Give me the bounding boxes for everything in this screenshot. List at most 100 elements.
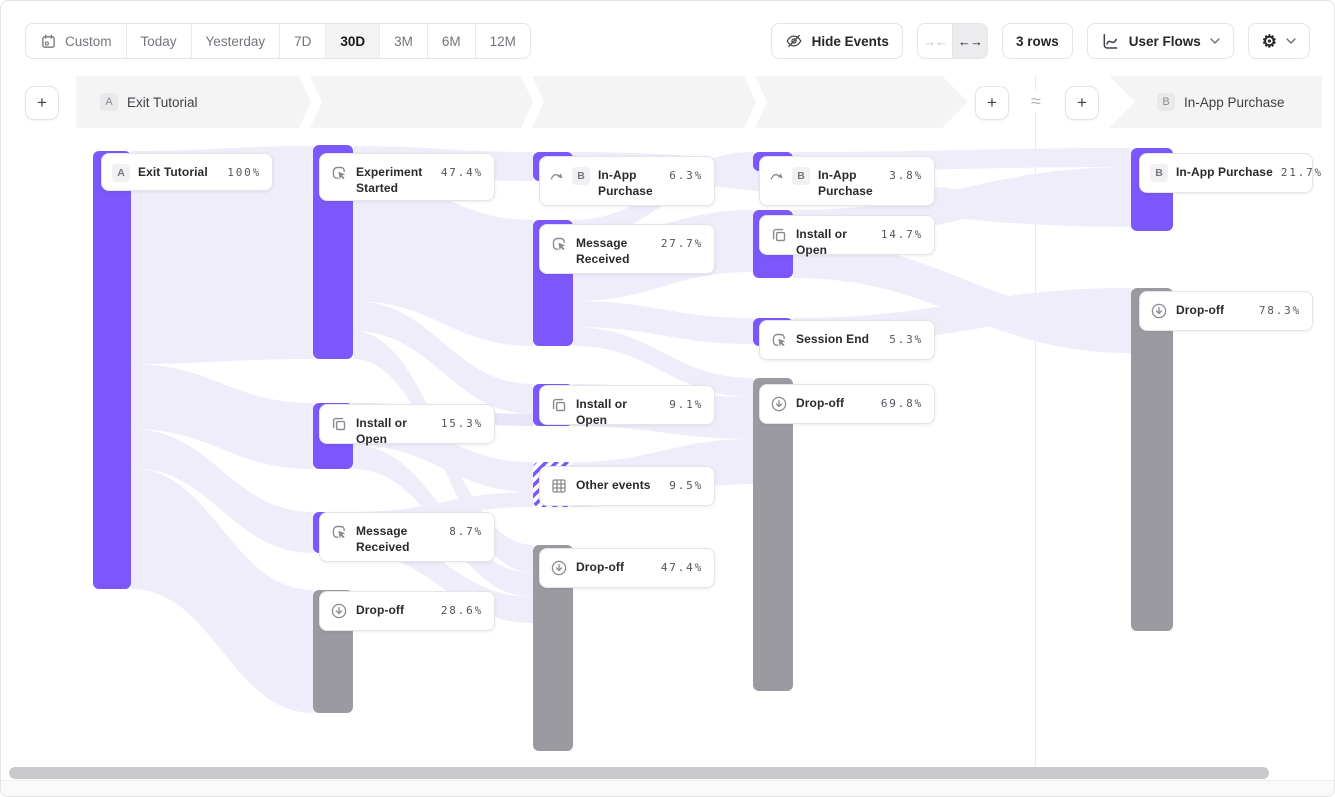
flow-node-value: 9.1% bbox=[669, 398, 703, 411]
flow-node-label: Install or Open bbox=[796, 227, 848, 258]
date-range-label: 6M bbox=[441, 33, 461, 49]
copy-icon bbox=[770, 226, 788, 244]
date-range-label: Today bbox=[140, 33, 177, 49]
flow-node-in-app-purchase[interactable]: B In-App Purchase 3.8% bbox=[759, 156, 935, 206]
date-range-today[interactable]: Today bbox=[127, 24, 192, 58]
click-event-icon bbox=[770, 331, 788, 349]
step-badge: A bbox=[112, 164, 130, 182]
grid-icon bbox=[550, 477, 568, 495]
flow-node-in-app-purchase-b[interactable]: B In-App Purchase 21.7% bbox=[1139, 153, 1321, 193]
banner-chevron-separator bbox=[299, 76, 323, 128]
flow-node-experiment-started[interactable]: Experiment Started 47.4% bbox=[319, 153, 495, 201]
flow-node-exit-tutorial[interactable]: A Exit Tutorial 100% bbox=[101, 153, 273, 191]
date-range-7d[interactable]: 7D bbox=[280, 24, 327, 58]
banner-chevron-separator bbox=[744, 76, 768, 128]
goal-arrow-icon bbox=[770, 169, 784, 183]
date-range-yesterday[interactable]: Yesterday bbox=[192, 24, 281, 58]
flow-node-label: Session End bbox=[796, 332, 870, 346]
copy-icon bbox=[550, 396, 568, 414]
hide-events-button[interactable]: Hide Events bbox=[770, 23, 903, 59]
step-banner-a[interactable]: A Exit Tutorial bbox=[76, 76, 968, 128]
flow-node-message-received[interactable]: Message Received 27.7% bbox=[539, 224, 715, 274]
flow-node-label: Drop-off bbox=[796, 396, 845, 410]
flow-node-value: 47.4% bbox=[440, 166, 483, 179]
drop-off-icon bbox=[330, 602, 348, 620]
panel-divider bbox=[1035, 76, 1036, 766]
flow-node-drop-off[interactable]: Drop-off 47.4% bbox=[539, 548, 715, 588]
flow-node-value: 6.3% bbox=[669, 169, 703, 182]
flow-node-value: 100% bbox=[227, 166, 261, 179]
flow-node-value: 78.3% bbox=[1258, 304, 1301, 317]
flow-node-drop-off[interactable]: Drop-off 28.6% bbox=[319, 591, 495, 631]
view-selector[interactable]: User Flows bbox=[1086, 23, 1234, 59]
date-range-label: 3M bbox=[394, 33, 413, 49]
flow-bar-drop-off[interactable] bbox=[753, 378, 793, 691]
flow-node-label: Install or Open bbox=[576, 397, 628, 428]
date-range-6m[interactable]: 6M bbox=[428, 24, 476, 58]
step-banner-b-label: In-App Purchase bbox=[1184, 94, 1285, 110]
add-step-button-left[interactable]: + bbox=[25, 86, 59, 120]
flow-node-value: 21.7% bbox=[1280, 166, 1323, 179]
flow-node-label: In-App Purchase bbox=[1176, 165, 1273, 179]
flow-node-label: Drop-off bbox=[576, 560, 625, 574]
flow-node-label: Exit Tutorial bbox=[138, 165, 208, 179]
goal-arrow-icon bbox=[550, 169, 564, 183]
flow-node-in-app-purchase[interactable]: B In-App Purchase 6.3% bbox=[539, 156, 715, 206]
flow-node-value: 8.7% bbox=[449, 525, 483, 538]
flow-node-message-received[interactable]: Message Received 8.7% bbox=[319, 512, 495, 562]
flow-node-value: 3.8% bbox=[889, 169, 923, 182]
expand-columns-button[interactable]: ←→ bbox=[951, 24, 987, 58]
chevron-down-icon bbox=[1210, 38, 1220, 44]
flow-node-label: Drop-off bbox=[356, 603, 405, 617]
flow-node-label: In-App Purchase bbox=[818, 168, 873, 199]
flow-node-session-end[interactable]: Session End 5.3% bbox=[759, 320, 935, 360]
date-range-3m[interactable]: 3M bbox=[380, 24, 428, 58]
date-range-30d[interactable]: 30D bbox=[326, 24, 381, 58]
plus-icon: + bbox=[37, 93, 47, 112]
flow-bar-drop-off-b[interactable] bbox=[1131, 288, 1173, 631]
flow-node-other-events[interactable]: Other events 9.5% bbox=[539, 466, 715, 506]
horizontal-scrollbar[interactable] bbox=[9, 767, 1269, 779]
rows-button[interactable]: 3 rows bbox=[1001, 23, 1073, 59]
flow-node-value: 15.3% bbox=[440, 417, 483, 430]
date-range-custom[interactable]: Custom bbox=[26, 24, 127, 58]
toolbar-right: Hide Events →← ←→ 3 rows User Flows ⚙ bbox=[770, 23, 1310, 59]
date-range-label: 12M bbox=[489, 33, 516, 49]
flow-bar-exit-tutorial[interactable] bbox=[93, 151, 131, 589]
add-step-button-mid[interactable]: + bbox=[975, 86, 1009, 120]
chevron-down-icon bbox=[1286, 38, 1296, 44]
drop-off-icon bbox=[550, 559, 568, 577]
eye-off-icon bbox=[785, 32, 803, 50]
flow-node-value: 5.3% bbox=[889, 333, 923, 346]
view-label: User Flows bbox=[1128, 33, 1201, 49]
flow-node-value: 47.4% bbox=[660, 561, 703, 574]
flow-node-drop-off[interactable]: Drop-off 69.8% bbox=[759, 384, 935, 424]
step-badge: B bbox=[572, 167, 590, 185]
flow-node-install-or-open[interactable]: Install or Open 15.3% bbox=[319, 404, 495, 446]
flow-node-value: 69.8% bbox=[880, 397, 923, 410]
flow-node-install-or-open[interactable]: Install or Open 9.1% bbox=[539, 385, 715, 428]
flow-node-drop-off-b[interactable]: Drop-off 78.3% bbox=[1139, 291, 1313, 331]
flow-node-install-or-open[interactable]: Install or Open 14.7% bbox=[759, 215, 935, 258]
flow-node-label: In-App Purchase bbox=[598, 168, 653, 199]
rows-label: 3 rows bbox=[1015, 33, 1059, 49]
hide-events-label: Hide Events bbox=[811, 33, 889, 49]
step-banner-b[interactable]: B In-App Purchase bbox=[1109, 76, 1322, 128]
click-event-icon bbox=[330, 523, 348, 541]
date-range-label: 30D bbox=[340, 33, 366, 49]
drop-off-icon bbox=[1150, 302, 1168, 320]
collapse-columns-button[interactable]: →← bbox=[918, 24, 952, 58]
approx-connector-icon: ≈ bbox=[1023, 91, 1049, 112]
expand-icon: ←→ bbox=[957, 33, 983, 49]
settings-button[interactable]: ⚙ bbox=[1247, 23, 1310, 59]
banner-chevron-separator bbox=[521, 76, 545, 128]
collapse-icon: →← bbox=[922, 33, 948, 49]
date-range-label: Yesterday bbox=[205, 33, 266, 49]
plus-icon: + bbox=[987, 93, 997, 112]
flow-node-label: Drop-off bbox=[1176, 303, 1225, 317]
date-range-group: Custom Today Yesterday 7D 30D 3M 6M 12M bbox=[25, 23, 531, 59]
add-step-button-right[interactable]: + bbox=[1065, 86, 1099, 120]
bottom-strip bbox=[1, 780, 1334, 796]
step-badge-b: B bbox=[1157, 93, 1175, 111]
date-range-12m[interactable]: 12M bbox=[476, 24, 530, 58]
